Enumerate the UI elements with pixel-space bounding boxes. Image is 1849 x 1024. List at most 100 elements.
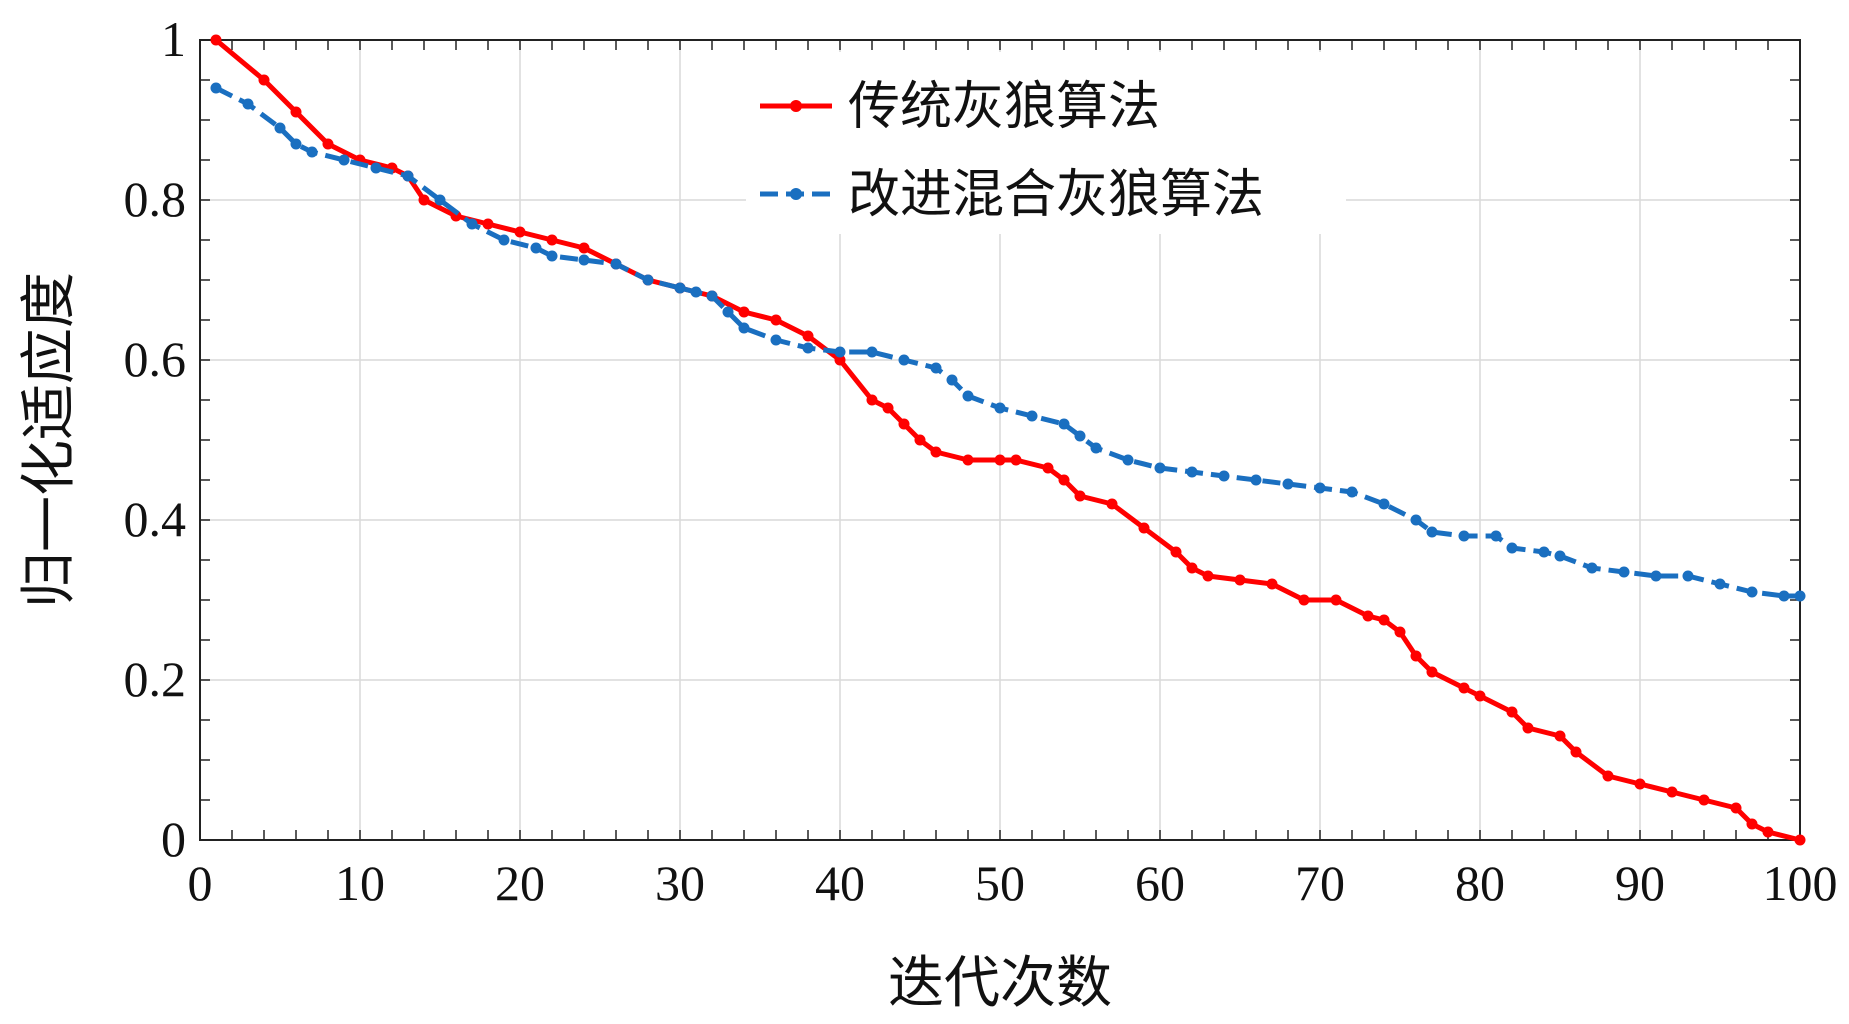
x-tick-label: 40 bbox=[815, 855, 865, 911]
series-0-point-50 bbox=[1554, 730, 1566, 742]
series-1-point-23 bbox=[834, 346, 846, 358]
legend-marker-1 bbox=[790, 188, 802, 200]
series-1-point-45 bbox=[1458, 530, 1470, 542]
series-1-point-0 bbox=[210, 82, 222, 94]
series-1-point-14 bbox=[610, 258, 622, 270]
series-0-point-49 bbox=[1522, 722, 1534, 734]
series-0-point-55 bbox=[1698, 794, 1710, 806]
series-1-point-12 bbox=[546, 250, 558, 262]
series-1-point-53 bbox=[1682, 570, 1694, 582]
series-1-point-21 bbox=[770, 334, 782, 346]
series-0-point-11 bbox=[546, 234, 558, 246]
series-1 bbox=[210, 82, 1806, 602]
series-0 bbox=[210, 34, 1806, 846]
y-tick-label: 0.8 bbox=[124, 171, 187, 227]
series-line-1 bbox=[214, 85, 1800, 599]
series-1-point-49 bbox=[1554, 550, 1566, 562]
series-1-point-10 bbox=[498, 234, 510, 246]
series-1-point-55 bbox=[1746, 586, 1758, 598]
series-1-point-48 bbox=[1538, 546, 1550, 558]
minor-ticks bbox=[199, 39, 1801, 841]
series-0-point-30 bbox=[1058, 474, 1070, 486]
series-0-point-36 bbox=[1202, 570, 1214, 582]
series-1-point-38 bbox=[1250, 474, 1262, 486]
x-tick-label: 50 bbox=[975, 855, 1025, 911]
series-0-point-42 bbox=[1378, 614, 1390, 626]
x-tick-label: 20 bbox=[495, 855, 545, 911]
series-0-point-24 bbox=[914, 434, 926, 446]
series-1-point-39 bbox=[1282, 478, 1294, 490]
series-1-point-57 bbox=[1794, 590, 1806, 602]
series-0-point-59 bbox=[1794, 834, 1806, 846]
series-1-point-35 bbox=[1154, 462, 1166, 474]
series-1-point-8 bbox=[434, 194, 446, 206]
series-0-point-53 bbox=[1634, 778, 1646, 790]
series-1-point-41 bbox=[1346, 486, 1358, 498]
series-0-point-29 bbox=[1042, 462, 1054, 474]
series-1-point-26 bbox=[930, 362, 942, 374]
series-0-point-48 bbox=[1506, 706, 1518, 718]
series-1-point-17 bbox=[690, 286, 702, 298]
series-0-point-44 bbox=[1410, 650, 1422, 662]
series-1-point-43 bbox=[1410, 514, 1422, 526]
series-0-point-57 bbox=[1746, 818, 1758, 830]
series-0-point-31 bbox=[1074, 490, 1086, 502]
series-0-point-23 bbox=[898, 418, 910, 430]
series-0-point-43 bbox=[1394, 626, 1406, 638]
series-1-point-9 bbox=[466, 218, 478, 230]
data-series bbox=[210, 34, 1806, 846]
x-axis-label: 迭代次数 bbox=[888, 951, 1112, 1016]
y-tick-label: 0.2 bbox=[124, 651, 187, 707]
x-tick-label: 70 bbox=[1295, 855, 1345, 911]
series-0-point-3 bbox=[322, 138, 334, 150]
series-1-point-44 bbox=[1426, 526, 1438, 538]
series-1-point-31 bbox=[1058, 418, 1070, 430]
x-tick-label: 60 bbox=[1135, 855, 1185, 911]
series-0-point-39 bbox=[1298, 594, 1310, 606]
series-0-point-35 bbox=[1186, 562, 1198, 574]
series-0-point-18 bbox=[770, 314, 782, 326]
series-1-point-32 bbox=[1074, 430, 1086, 442]
series-0-point-20 bbox=[834, 354, 846, 366]
y-axis-tick-labels: 0 0.2 0.4 0.6 0.8 1 bbox=[124, 11, 187, 867]
series-1-point-4 bbox=[306, 146, 318, 158]
x-axis-tick-labels: 0 10 20 30 40 50 60 70 80 90 100 bbox=[188, 855, 1838, 911]
series-0-point-54 bbox=[1666, 786, 1678, 798]
series-1-point-30 bbox=[1026, 410, 1038, 422]
series-1-point-2 bbox=[274, 122, 286, 134]
legend-marker-0 bbox=[790, 100, 802, 112]
series-1-point-20 bbox=[738, 322, 750, 334]
legend-label-1: 改进混合灰狼算法 bbox=[848, 165, 1264, 225]
series-1-point-36 bbox=[1186, 466, 1198, 478]
series-1-point-27 bbox=[946, 374, 958, 386]
series-1-point-54 bbox=[1714, 578, 1726, 590]
series-0-point-32 bbox=[1106, 498, 1118, 510]
y-tick-label: 1 bbox=[161, 11, 186, 67]
y-tick-label: 0.4 bbox=[124, 491, 187, 547]
series-1-point-28 bbox=[962, 390, 974, 402]
series-0-point-58 bbox=[1762, 826, 1774, 838]
series-1-point-50 bbox=[1586, 562, 1598, 574]
series-0-point-37 bbox=[1234, 574, 1246, 586]
series-1-point-40 bbox=[1314, 482, 1326, 494]
legend-box bbox=[746, 52, 1346, 234]
series-0-point-19 bbox=[802, 330, 814, 342]
series-0-point-51 bbox=[1570, 746, 1582, 758]
series-1-point-18 bbox=[706, 290, 718, 302]
series-0-point-34 bbox=[1170, 546, 1182, 558]
series-0-point-10 bbox=[514, 226, 526, 238]
series-0-point-41 bbox=[1362, 610, 1374, 622]
x-tick-label: 80 bbox=[1455, 855, 1505, 911]
series-1-point-5 bbox=[338, 154, 350, 166]
series-1-point-22 bbox=[802, 342, 814, 354]
y-tick-label: 0 bbox=[161, 811, 186, 867]
series-1-point-24 bbox=[866, 346, 878, 358]
series-1-point-25 bbox=[898, 354, 910, 366]
series-1-point-11 bbox=[530, 242, 542, 254]
series-1-point-29 bbox=[994, 402, 1006, 414]
series-1-point-13 bbox=[578, 254, 590, 266]
legend-item-0: 传统灰狼算法 bbox=[760, 77, 1160, 137]
series-0-point-40 bbox=[1330, 594, 1342, 606]
series-0-point-12 bbox=[578, 242, 590, 254]
series-1-point-42 bbox=[1378, 498, 1390, 510]
